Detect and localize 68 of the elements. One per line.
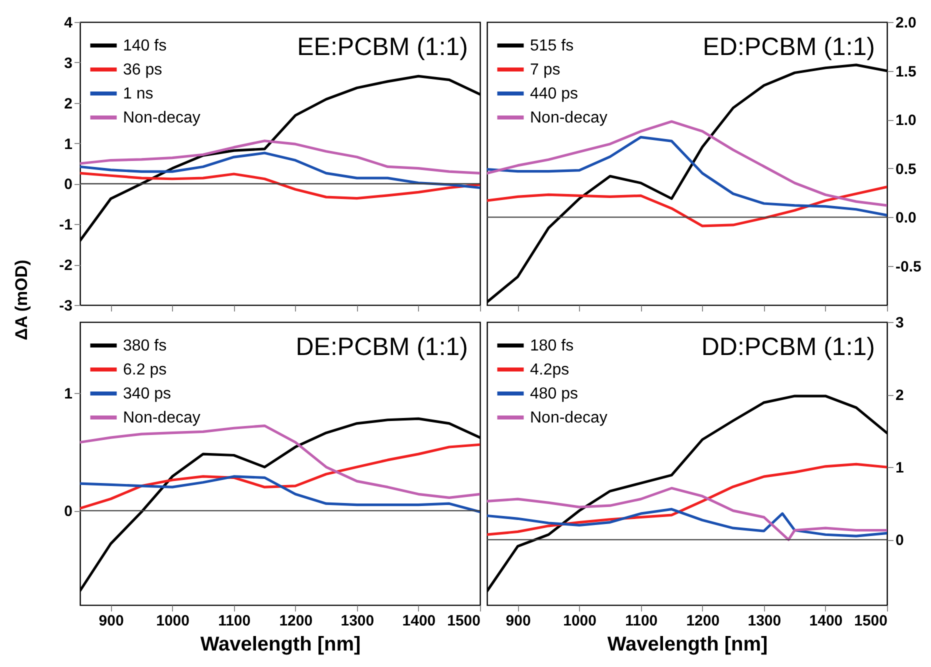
legend-label: 480 ps [530,386,578,402]
y-tick-label: -1 [59,216,72,234]
y-tick-label: 1.0 [896,112,916,130]
y-tick-label: 1.5 [896,63,916,80]
annotation: DE:PCBM (1:1) [296,333,468,361]
x-tick-label: 1100 [625,612,658,630]
legend-label: 36 ps [123,62,162,78]
x-tick-label: 900 [506,612,531,630]
y-tick-label: -3 [59,298,72,314]
legend-label: 340 ps [123,386,172,402]
legend-label: 515 fs [530,38,574,54]
x-tick-label: 1200 [686,612,720,630]
y-tick-label: 2 [64,95,72,112]
y-tick-label: 0.5 [896,160,916,178]
y-tick-label: -0.5 [896,258,922,276]
annotation: EE:PCBM (1:1) [297,33,468,61]
y-tick-label: 4 [64,14,74,32]
line-series [487,136,887,217]
y-tick-label: -2 [59,257,72,274]
legend-label: Non-decay [123,110,200,126]
x-tick-label: 1100 [218,612,251,630]
y-tick-label: 3 [896,314,904,332]
x-tick-label: 1500 [447,612,480,630]
x-axis-title: Wavelength [nm] [607,634,768,656]
y-tick-label: 2.0 [896,14,916,32]
y-tick-label: 1 [64,385,72,402]
y-tick-label: 0.0 [896,210,916,227]
line-series [80,443,480,510]
line-series [80,172,480,200]
x-tick-label: 1000 [563,612,596,630]
legend-label: 7 ps [530,62,560,78]
legend-label: Non-decay [530,410,608,426]
x-tick-label: 1000 [156,612,190,630]
x-tick-label: 1400 [809,612,843,630]
legend-label: 6.2 ps [123,362,167,378]
line-series [80,424,480,499]
y-tick-label: 1 [64,136,72,153]
x-tick-label: 900 [98,612,124,630]
y-tick-label: 0 [64,503,72,520]
x-tick-label: 1400 [402,612,436,630]
y-tick-label: 1 [896,460,904,477]
legend-label: 140 fs [123,38,167,54]
legend-label: Non-decay [530,110,608,126]
line-series [487,486,887,541]
x-axis-title: Wavelength [nm] [200,634,361,656]
x-tick-label: 1500 [854,612,888,630]
x-tick-label: 1300 [340,612,374,630]
line-series [80,475,480,514]
legend-label: 180 fs [530,338,574,354]
legend-label: 380 fs [123,338,167,354]
y-tick-label: 3 [64,54,72,72]
line-series [80,152,480,190]
line-series [80,140,480,175]
legend-label: 1 ns [123,86,154,102]
legend-label: 4.2ps [530,362,570,378]
y-tick-label: 0 [64,176,72,194]
x-tick-label: 1200 [279,612,313,630]
y-tick-label: 2 [896,387,904,404]
legend-label: Non-decay [123,410,200,426]
y-axis-title: ΔA (mOD) [12,260,32,340]
legend-label: 440 ps [530,86,578,102]
x-tick-label: 1300 [748,612,782,630]
y-tick-label: 0 [896,532,904,550]
annotation: ED:PCBM (1:1) [702,33,875,61]
line-series [487,508,887,538]
annotation: DD:PCBM (1:1) [701,333,875,361]
line-series [487,186,887,228]
line-series [487,462,887,536]
